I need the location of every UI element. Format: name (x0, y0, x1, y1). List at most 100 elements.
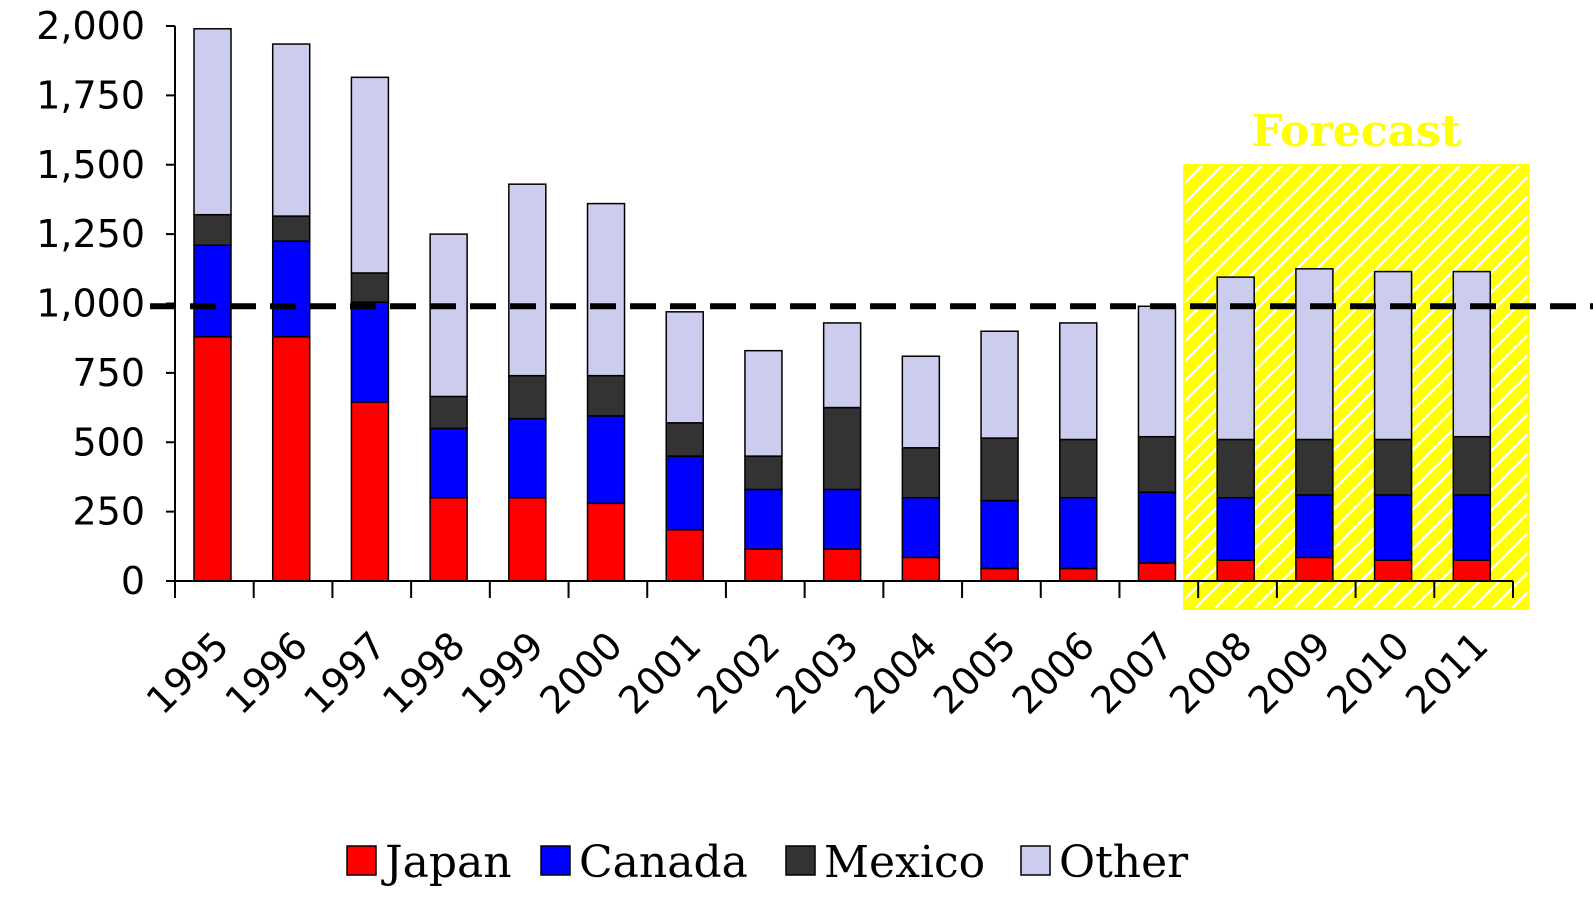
bar-mexico-2009 (1295, 438, 1334, 496)
bar-japan-2008 (1216, 559, 1255, 582)
y-tick-label: 250 (72, 490, 145, 534)
bar-japan-2010 (1373, 559, 1413, 582)
bar-canada-2000 (586, 415, 626, 505)
bar-mexico-2008 (1216, 438, 1255, 499)
bar-japan-2011 (1452, 559, 1492, 582)
legend-label: Mexico (824, 837, 985, 888)
y-tick-label: 0 (121, 559, 145, 603)
x-tick-label: 1997 (295, 623, 395, 723)
y-tick-label: 1,000 (36, 282, 145, 326)
bar-other-2010 (1373, 270, 1413, 441)
bar-canada-1999 (508, 417, 547, 499)
bar-mexico-2000 (586, 374, 626, 417)
y-tick-label: 1,750 (36, 73, 145, 117)
bar-japan-1995 (193, 336, 232, 582)
bar-canada-1995 (193, 244, 232, 338)
y-tick-label: 1,250 (36, 212, 145, 256)
bar-other-2002 (744, 349, 783, 457)
y-tick-label: 500 (72, 420, 145, 464)
bar-japan-2007 (1137, 562, 1177, 582)
bar-other-1999 (508, 183, 547, 377)
y-tick-label: 1,500 (36, 143, 145, 187)
bar-other-2001 (665, 311, 704, 424)
bar-canada-2001 (665, 455, 704, 531)
x-tick-label: 2010 (1318, 623, 1418, 723)
x-tick-label: 2007 (1082, 623, 1182, 723)
bar-canada-2008 (1216, 497, 1255, 561)
bar-mexico-2002 (744, 455, 783, 491)
bar-japan-1998 (429, 497, 468, 582)
x-tick-label: 1999 (453, 623, 553, 723)
x-tick-label: 2011 (1397, 623, 1497, 723)
bar-mexico-1996 (271, 215, 311, 242)
bar-japan-2000 (586, 502, 626, 582)
legend-item-canada: Canada (540, 837, 748, 888)
bar-canada-2011 (1452, 494, 1492, 561)
legend-swatch (785, 845, 816, 876)
bar-canada-1998 (429, 427, 468, 499)
bar-canada-2007 (1137, 491, 1177, 564)
bar-japan-2002 (744, 548, 783, 582)
bar-mexico-2001 (665, 422, 704, 457)
bar-japan-2004 (901, 556, 941, 582)
bar-other-2003 (822, 322, 862, 409)
legend: Japan Canada Mexico Other (346, 837, 1189, 888)
bar-japan-2006 (1059, 567, 1098, 582)
bar-other-2000 (586, 202, 626, 377)
bar-japan-2003 (822, 548, 862, 582)
bar-canada-2003 (822, 488, 862, 550)
legend-item-japan: Japan (346, 837, 512, 888)
bar-other-2008 (1216, 276, 1255, 441)
x-tick-label: 2006 (1004, 623, 1104, 723)
bar-other-2005 (980, 330, 1019, 439)
bar-canada-2009 (1295, 494, 1334, 559)
bar-mexico-1997 (350, 272, 390, 303)
bar-canada-1997 (350, 301, 390, 403)
bar-japan-2001 (665, 528, 704, 582)
bar-mexico-2007 (1137, 435, 1177, 493)
x-tick-label: 2003 (768, 623, 868, 723)
bar-other-2011 (1452, 270, 1492, 438)
bar-other-2006 (1059, 322, 1098, 441)
x-tick-label: 1998 (374, 623, 474, 723)
x-tick-label: 2005 (925, 623, 1025, 723)
bar-canada-1996 (271, 240, 311, 338)
y-tick-label: 750 (72, 351, 145, 395)
x-tick-label: 2000 (531, 623, 631, 723)
bar-canada-2002 (744, 488, 783, 550)
bar-other-1995 (193, 28, 232, 216)
x-tick-label: 2008 (1161, 623, 1261, 723)
legend-swatch (346, 845, 377, 876)
bar-other-1998 (429, 233, 468, 398)
bar-japan-2005 (980, 567, 1019, 582)
bar-mexico-2005 (980, 437, 1019, 502)
bar-mexico-2010 (1373, 438, 1413, 496)
bar-mexico-2003 (822, 406, 862, 491)
legend-item-other: Other (1020, 837, 1189, 888)
bar-japan-1997 (350, 401, 390, 582)
legend-label: Other (1059, 837, 1189, 888)
x-tick-label: 1995 (138, 623, 238, 723)
x-tick-label: 2009 (1240, 623, 1340, 723)
bar-canada-2004 (901, 497, 941, 559)
y-tick-label: 2,000 (36, 4, 145, 48)
bar-canada-2006 (1059, 497, 1098, 570)
bar-canada-2005 (980, 499, 1019, 570)
x-tick-label: 2002 (689, 623, 789, 723)
bar-mexico-2004 (901, 447, 941, 499)
bar-mexico-1999 (508, 374, 547, 420)
bar-japan-2009 (1295, 556, 1334, 582)
bar-other-2009 (1295, 268, 1334, 441)
x-tick-label: 2001 (610, 623, 710, 723)
bar-other-1997 (350, 76, 390, 274)
bar-canada-2010 (1373, 494, 1413, 561)
bar-other-1996 (271, 43, 311, 217)
forecast-label: Forecast (1251, 106, 1461, 157)
bar-japan-1996 (271, 336, 311, 582)
bar-mexico-2006 (1059, 438, 1098, 499)
bar-mexico-1998 (429, 395, 468, 430)
legend-label: Canada (579, 837, 748, 888)
legend-swatch (1020, 845, 1051, 876)
legend-swatch (540, 845, 571, 876)
